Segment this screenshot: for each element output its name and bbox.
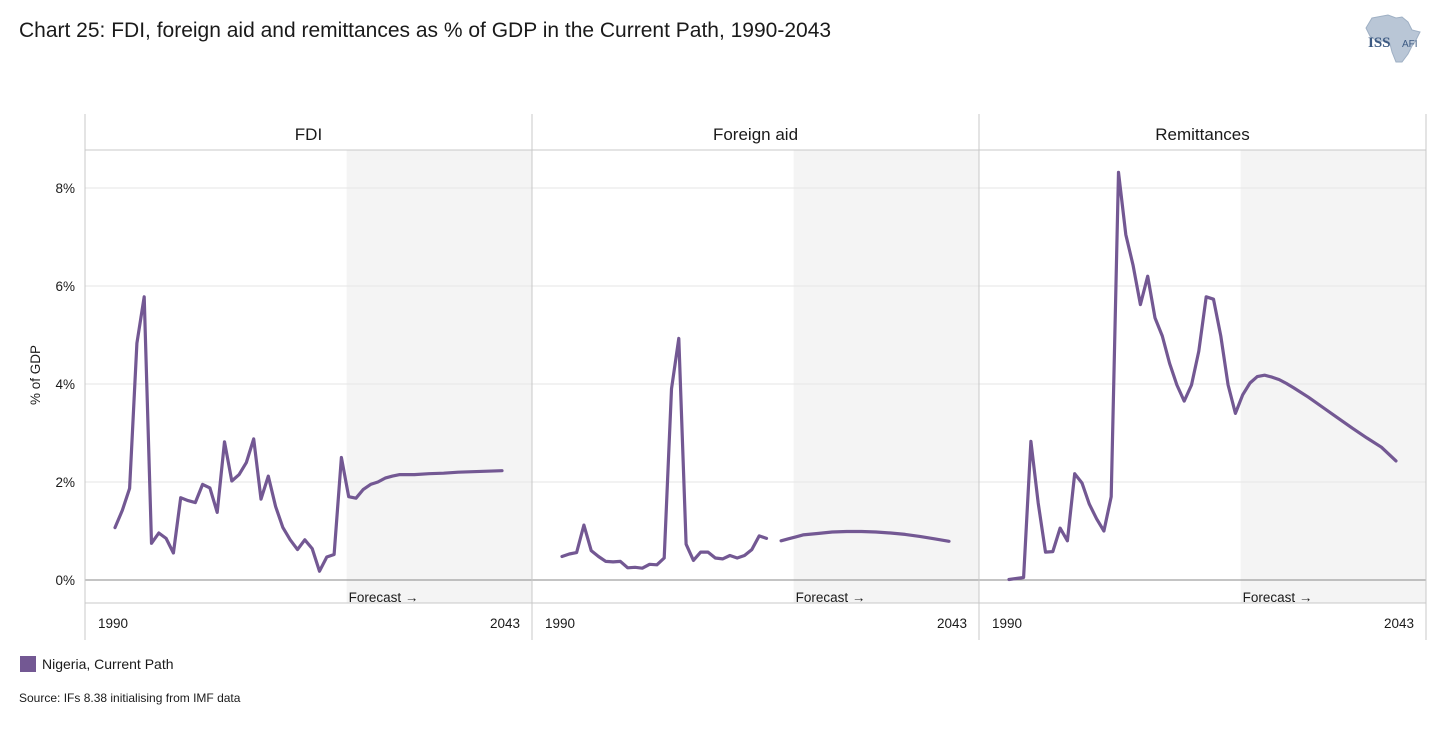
x-tick-label: 1990 xyxy=(545,616,575,631)
y-tick-label: 2% xyxy=(55,475,75,490)
chart-title: Chart 25: FDI, foreign aid and remittanc… xyxy=(19,19,832,42)
panel-remittances: Remittances Forecast → 1990 2043 xyxy=(978,114,1427,640)
forecast-label: Forecast → xyxy=(1243,590,1313,605)
panel-title: Remittances xyxy=(1155,125,1249,144)
panel-fdi: FDI Forecast → 1990 2043 xyxy=(84,114,532,640)
legend: Nigeria, Current Path xyxy=(20,656,174,672)
y-tick-label: 8% xyxy=(55,181,75,196)
series-line xyxy=(779,529,951,543)
forecast-region xyxy=(346,150,532,603)
x-tick-label: 1990 xyxy=(98,616,128,631)
logo: ISS AFI xyxy=(1358,12,1428,64)
panel-title: FDI xyxy=(295,125,322,144)
y-tick-label: 0% xyxy=(55,573,75,588)
legend-swatch xyxy=(20,656,36,672)
series-line xyxy=(113,295,504,573)
x-tick-label: 2043 xyxy=(1384,616,1414,631)
y-axis-label: % of GDP xyxy=(28,345,43,405)
africa-map-icon: ISS AFI xyxy=(1365,14,1421,63)
x-tick-label: 2043 xyxy=(937,616,967,631)
logo-subtext: AFI xyxy=(1402,39,1418,50)
series-line xyxy=(560,336,769,570)
series-line xyxy=(1007,170,1398,582)
forecast-label: Forecast → xyxy=(796,590,866,605)
panel-title: Foreign aid xyxy=(713,125,798,144)
source-note: Source: IFs 8.38 initialising from IMF d… xyxy=(19,691,241,705)
x-tick-label: 1990 xyxy=(992,616,1022,631)
logo-text: ISS xyxy=(1368,35,1391,51)
y-tick-label: 6% xyxy=(55,279,75,294)
forecast-label: Forecast → xyxy=(349,590,419,605)
panel-foreign-aid: Foreign aid Forecast → 1990 2043 xyxy=(531,114,979,640)
x-tick-label: 2043 xyxy=(490,616,520,631)
forecast-region xyxy=(793,150,979,603)
legend-label: Nigeria, Current Path xyxy=(42,656,174,672)
y-tick-label: 4% xyxy=(55,377,75,392)
